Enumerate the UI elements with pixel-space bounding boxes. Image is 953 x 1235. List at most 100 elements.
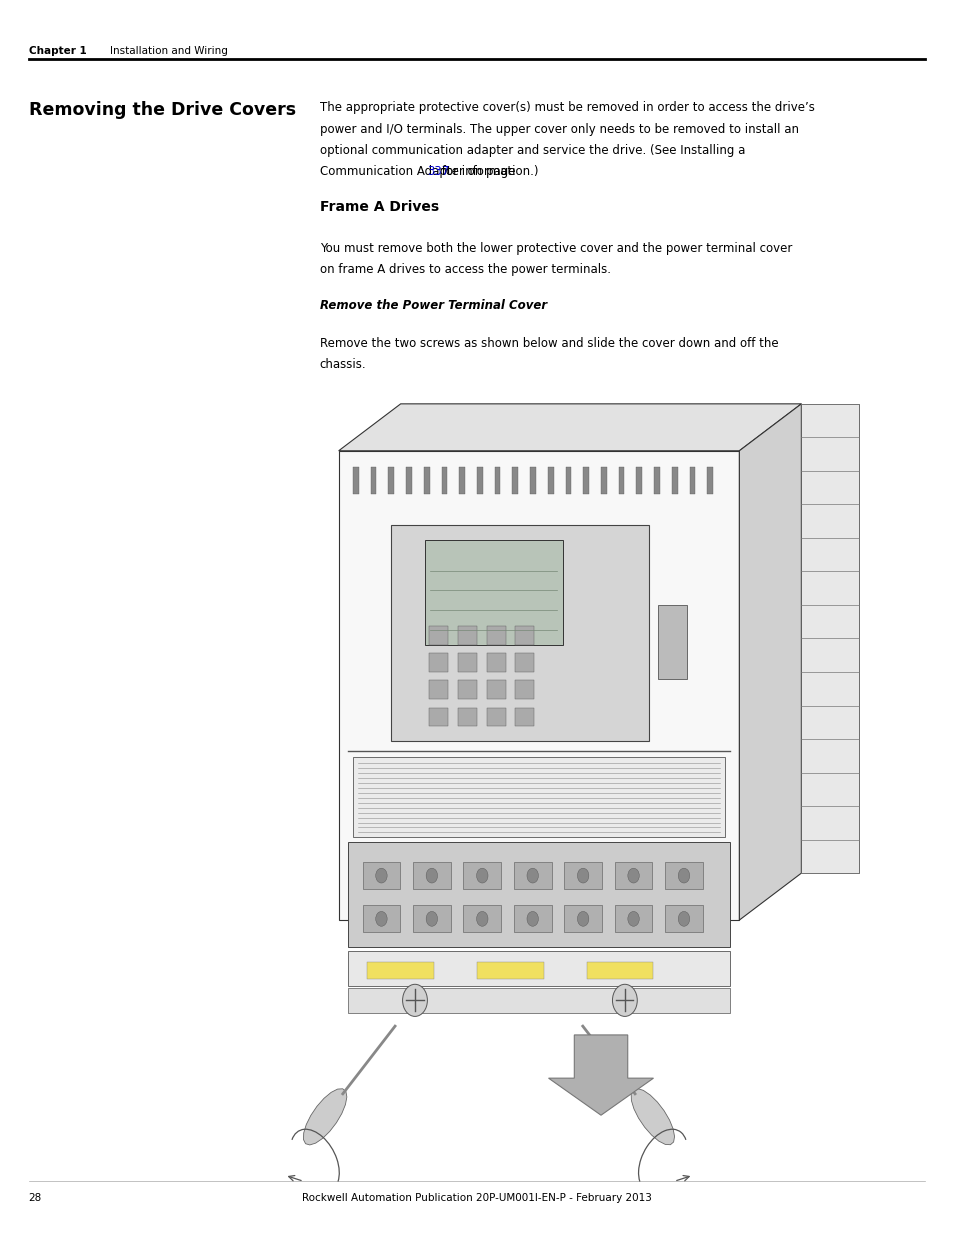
Text: on frame A drives to access the power terminals.: on frame A drives to access the power te…	[319, 263, 610, 277]
Text: You must remove both the lower protective cover and the power terminal cover: You must remove both the lower protectiv…	[319, 242, 791, 256]
Text: Communication Adapter on page: Communication Adapter on page	[319, 165, 518, 178]
Text: 337: 337	[427, 165, 449, 178]
Bar	[636, 467, 641, 494]
Bar	[563, 905, 601, 932]
Circle shape	[678, 868, 689, 883]
Bar	[362, 862, 400, 889]
Bar	[429, 708, 448, 726]
Circle shape	[577, 911, 588, 926]
Bar	[586, 962, 653, 979]
Bar	[348, 988, 729, 1013]
Bar	[476, 467, 482, 494]
Text: Chapter 1: Chapter 1	[29, 46, 87, 56]
Bar	[348, 842, 729, 947]
Bar	[582, 467, 588, 494]
Bar	[413, 905, 451, 932]
Circle shape	[577, 868, 588, 883]
Bar	[689, 467, 695, 494]
Circle shape	[426, 868, 437, 883]
Circle shape	[627, 868, 639, 883]
Text: The appropriate protective cover(s) must be removed in order to access the drive: The appropriate protective cover(s) must…	[319, 101, 814, 115]
Bar	[429, 680, 448, 699]
Text: chassis.: chassis.	[319, 358, 366, 372]
Bar	[457, 626, 476, 645]
Circle shape	[526, 911, 537, 926]
Bar	[348, 951, 729, 986]
Text: Frame A Drives: Frame A Drives	[319, 200, 438, 214]
Bar	[671, 467, 677, 494]
Polygon shape	[303, 1089, 347, 1145]
Bar	[486, 626, 505, 645]
Bar	[664, 905, 702, 932]
Bar	[614, 905, 652, 932]
Bar	[658, 605, 686, 679]
Circle shape	[678, 911, 689, 926]
Circle shape	[627, 911, 639, 926]
Text: Rockwell Automation Publication 20P-UM001I-EN-P - February 2013: Rockwell Automation Publication 20P-UM00…	[302, 1193, 651, 1203]
Circle shape	[426, 911, 437, 926]
Bar	[476, 962, 543, 979]
Text: Removing the Drive Covers: Removing the Drive Covers	[29, 101, 295, 120]
Bar	[618, 467, 624, 494]
Bar	[486, 708, 505, 726]
Circle shape	[375, 911, 387, 926]
Bar	[371, 467, 376, 494]
Text: Remove the Power Terminal Cover: Remove the Power Terminal Cover	[319, 299, 546, 312]
Polygon shape	[338, 451, 739, 920]
Bar	[362, 905, 400, 932]
Bar	[457, 708, 476, 726]
Bar	[463, 862, 500, 889]
Bar	[457, 680, 476, 699]
Bar	[547, 467, 553, 494]
Bar	[706, 467, 712, 494]
Circle shape	[375, 868, 387, 883]
Bar	[457, 653, 476, 672]
Bar	[514, 905, 551, 932]
Bar	[515, 680, 534, 699]
Polygon shape	[739, 404, 801, 920]
Polygon shape	[338, 404, 801, 451]
Bar	[406, 467, 412, 494]
Text: Installation and Wiring: Installation and Wiring	[110, 46, 228, 56]
Bar	[388, 467, 394, 494]
Circle shape	[476, 911, 488, 926]
Bar	[515, 708, 534, 726]
Bar	[413, 862, 451, 889]
Bar	[514, 862, 551, 889]
Bar	[423, 467, 429, 494]
Bar	[429, 653, 448, 672]
Bar	[614, 862, 652, 889]
Bar	[391, 525, 648, 741]
Bar	[664, 862, 702, 889]
Bar	[565, 467, 571, 494]
Bar	[563, 862, 601, 889]
Bar	[353, 467, 358, 494]
Bar	[512, 467, 517, 494]
Circle shape	[402, 984, 427, 1016]
Text: optional communication adapter and service the drive. (See Installing a: optional communication adapter and servi…	[319, 143, 744, 157]
Bar	[600, 467, 606, 494]
Bar	[515, 626, 534, 645]
Bar	[353, 757, 724, 837]
Polygon shape	[801, 404, 858, 873]
Circle shape	[526, 868, 537, 883]
Bar	[424, 540, 562, 645]
Bar	[515, 653, 534, 672]
Bar	[654, 467, 659, 494]
Bar	[367, 962, 434, 979]
Bar	[429, 626, 448, 645]
Bar	[458, 467, 464, 494]
Polygon shape	[548, 1035, 653, 1115]
Text: power and I/O terminals. The upper cover only needs to be removed to install an: power and I/O terminals. The upper cover…	[319, 122, 798, 136]
Text: Remove the two screws as shown below and slide the cover down and off the: Remove the two screws as shown below and…	[319, 337, 778, 351]
Circle shape	[612, 984, 637, 1016]
Circle shape	[476, 868, 488, 883]
Bar	[486, 680, 505, 699]
Bar	[495, 467, 500, 494]
Bar	[463, 905, 500, 932]
Text: 28: 28	[29, 1193, 42, 1203]
Bar	[486, 653, 505, 672]
Text: for information.): for information.)	[437, 165, 537, 178]
Polygon shape	[631, 1088, 674, 1145]
Bar	[530, 467, 536, 494]
